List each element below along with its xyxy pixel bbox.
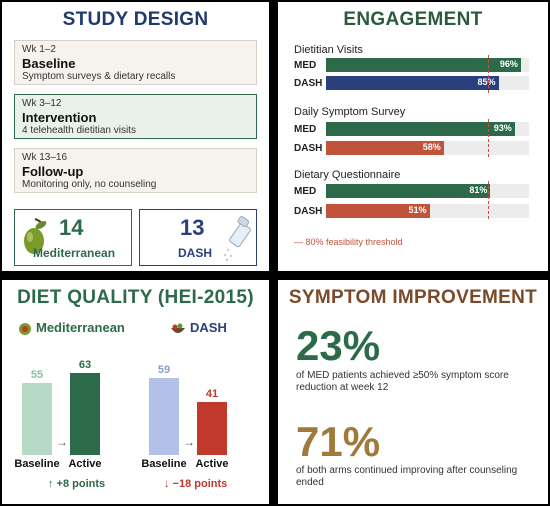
med-count-box: 14 Mediterranean — [14, 209, 132, 266]
bar-value: 93% — [493, 123, 512, 133]
phase-week: Wk 1–2 — [22, 44, 56, 55]
phase-follow-up: Wk 13–16 Follow-up Monitoring only, no c… — [14, 148, 257, 193]
dash-label: DASH — [178, 246, 213, 260]
threshold-line — [488, 55, 490, 93]
hei-bar-value: 63 — [78, 359, 92, 371]
symptom-panel: SYMPTOM IMPROVEMENT 23% of MED patients … — [278, 280, 548, 504]
threshold-line — [488, 181, 490, 219]
hei-category-label: Active — [195, 458, 229, 470]
hei-bar-med-active — [70, 373, 100, 455]
diet-quality-title: DIET QUALITY (HEI-2015) — [17, 287, 254, 308]
med-count: 14 — [59, 215, 84, 240]
bar-med-survey: 93% — [326, 122, 515, 136]
phase-desc: Monitoring only, no counseling — [22, 179, 157, 190]
engagement-title: ENGAGEMENT — [343, 9, 483, 30]
phase-name: Follow-up — [22, 164, 84, 179]
phase-intervention: Wk 3–12 Intervention 4 telehealth dietit… — [14, 94, 257, 139]
phase-desc: Symptom surveys & dietary recalls — [22, 71, 176, 82]
threshold-note: — 80% feasibility threshold — [294, 237, 403, 247]
arrow-right-icon: → — [183, 435, 195, 449]
bar-value: 51% — [408, 205, 427, 215]
stat-text: of both arms continued improving after c… — [296, 465, 518, 488]
bar-value: 58% — [422, 142, 441, 152]
hei-bar-value: 55 — [30, 369, 44, 382]
bar-dash-questionnaire: 51% — [326, 204, 430, 218]
stat-value: 23% — [296, 322, 381, 369]
engagement-panel: ENGAGEMENT Dietitian Visits MED DASH 96%… — [278, 2, 548, 271]
olive-bowl-icon — [19, 323, 31, 335]
hei-bar-value: 59 — [157, 364, 171, 377]
dash-count: 13 — [180, 215, 205, 240]
dash-delta: ↓ −18 points — [164, 478, 228, 490]
hei-bar-med-baseline — [22, 383, 52, 455]
bar-dash-survey: 58% — [326, 141, 444, 155]
legend-mediterranean: Mediterranean — [36, 320, 125, 335]
bar-track: 85% — [326, 76, 529, 90]
phase-name: Intervention — [22, 110, 97, 125]
salt-shaker-icon — [223, 216, 251, 262]
hei-category-label: Baseline — [141, 458, 187, 470]
bar-track: 58% — [326, 141, 529, 155]
bar-dash-visits: 85% — [326, 76, 499, 90]
bar-track: 93% — [326, 122, 529, 136]
symptom-title: SYMPTOM IMPROVEMENT — [288, 287, 538, 308]
bar-value: 85% — [477, 77, 496, 87]
phase-baseline: Wk 1–2 Baseline Symptom surveys & dietar… — [14, 40, 257, 85]
arm-label-dash: DASH — [294, 206, 323, 217]
bar-track: 96% — [326, 58, 529, 72]
bar-track: 51% — [326, 204, 529, 218]
bar-value: 96% — [499, 59, 518, 69]
hei-bar-dash-baseline — [149, 378, 179, 455]
arrow-right-icon: → — [56, 435, 68, 449]
med-delta: ↑ +8 points — [48, 478, 106, 490]
category-label: Daily Symptom Survey — [294, 106, 406, 118]
bar-med-questionnaire: 81% — [326, 184, 491, 198]
threshold-line — [488, 119, 490, 157]
bar-track: 81% — [326, 184, 529, 198]
phase-week: Wk 3–12 — [22, 98, 62, 109]
hei-bar-dash-active — [197, 401, 227, 455]
dash-count-box: 13 DASH — [139, 209, 257, 266]
phase-week: Wk 13–16 — [22, 152, 68, 163]
bar-med-visits: 96% — [326, 58, 521, 72]
salad-bowl-icon — [171, 323, 185, 333]
arm-label-med: MED — [294, 60, 317, 71]
study-design-title: STUDY DESIGN — [62, 9, 209, 30]
phase-desc: 4 telehealth dietitian visits — [22, 125, 136, 136]
arm-label-dash: DASH — [294, 78, 323, 89]
diet-quality-panel: DIET QUALITY (HEI-2015) Mediterranean DA… — [2, 280, 269, 504]
stat-value: 71% — [296, 418, 381, 465]
bar-value: 81% — [469, 185, 488, 195]
arm-label-dash: DASH — [294, 143, 323, 154]
study-design-panel: STUDY DESIGN Wk 1–2 Baseline Symptom sur… — [2, 2, 269, 271]
stat-text: of MED patients achieved ≥50% symptom sc… — [296, 370, 509, 393]
hei-category-label: Active — [68, 458, 102, 470]
category-label: Dietary Questionnaire — [294, 169, 401, 181]
phase-name: Baseline — [22, 56, 76, 71]
hei-category-label: Baseline — [14, 458, 60, 470]
med-label: Mediterranean — [33, 246, 116, 260]
hei-bar-value: 41 — [205, 387, 219, 400]
arm-label-med: MED — [294, 186, 317, 197]
olive-icon — [24, 218, 47, 254]
legend-dash: DASH — [190, 320, 227, 335]
category-label: Dietitian Visits — [294, 44, 363, 56]
arm-label-med: MED — [294, 124, 317, 135]
